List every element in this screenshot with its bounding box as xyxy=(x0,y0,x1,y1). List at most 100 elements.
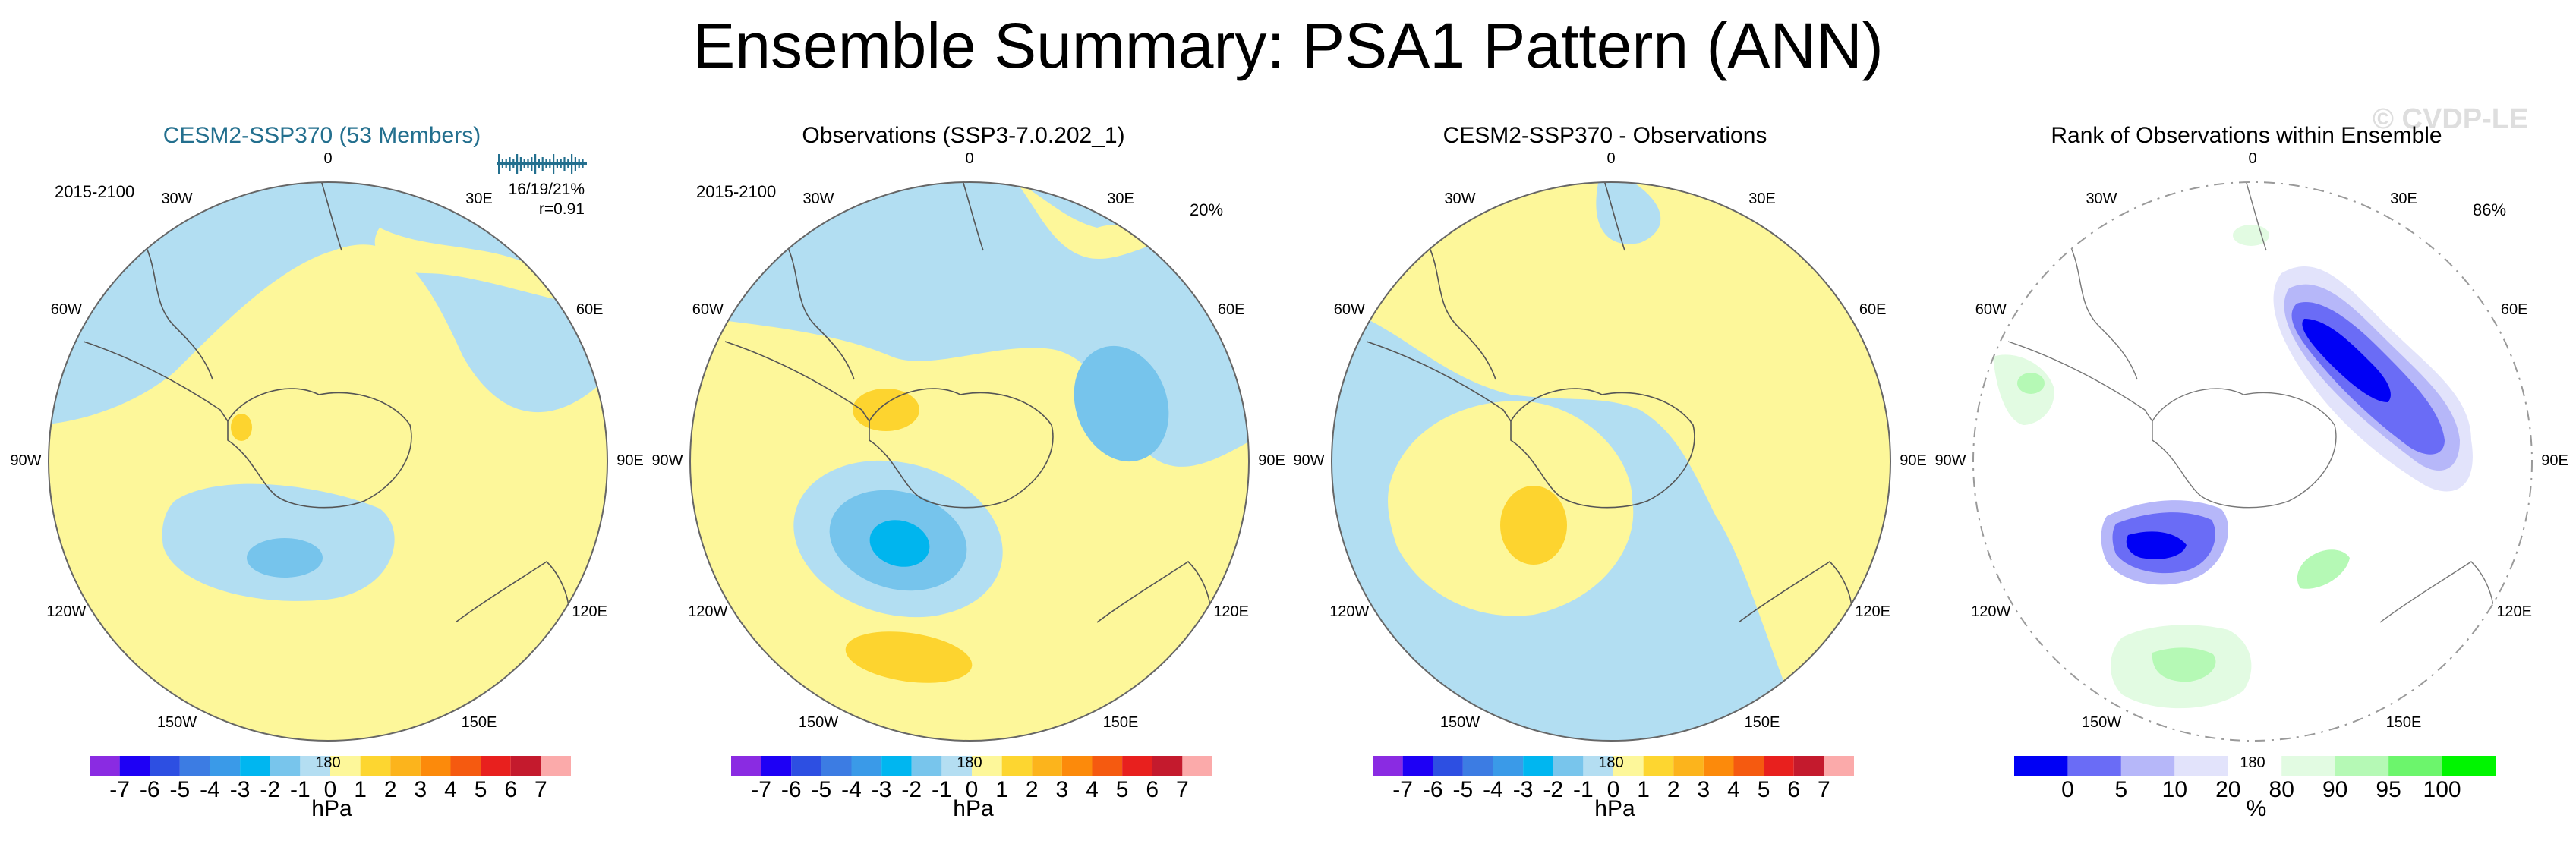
south-america-coast xyxy=(785,242,855,380)
strip-member-tick xyxy=(519,157,522,171)
lon-label-150e: 150E xyxy=(2385,713,2422,731)
strip-member-tick xyxy=(509,157,511,171)
colorbar-tick-label: 0 xyxy=(1606,777,1620,802)
colorbar-tick-label: 5 xyxy=(1757,777,1770,802)
rank-low-west-core xyxy=(2126,531,2187,559)
colorbar-box-3 xyxy=(1462,756,1493,776)
colorbar-box-1 xyxy=(1402,756,1433,776)
colorbar-cesm2 xyxy=(90,756,571,776)
colorbar-tick-label: -3 xyxy=(871,777,892,802)
lon-label-0: 0 xyxy=(965,150,974,167)
field-background xyxy=(1973,182,2532,741)
colorbar-tick-label: 0 xyxy=(965,777,979,802)
colorbar-box-0 xyxy=(1373,756,1403,776)
colorbar-box-10 xyxy=(1673,756,1704,776)
coastlines xyxy=(724,182,1212,653)
stats-line-1: 16/19/21% xyxy=(508,181,585,198)
africa-coast xyxy=(2243,182,2267,251)
colorbar-box-12 xyxy=(450,756,481,776)
lon-label-120e: 120E xyxy=(2496,603,2533,620)
colorbar-box-0 xyxy=(90,756,120,776)
panel-observations: Observations (SSP3-7.0.202_1) 2015-2100 … xyxy=(642,0,1285,847)
contour-positive-cap xyxy=(374,228,577,304)
colorbar-tick-label: 10 xyxy=(2161,777,2188,802)
colorbar-box-6 xyxy=(1553,756,1584,776)
colorbar-tick-label: 80 xyxy=(2269,777,2294,802)
lon-label-150w: 150W xyxy=(1439,713,1480,731)
antarctica-coast xyxy=(2152,388,2337,509)
colorbar-tick-label: -2 xyxy=(901,777,922,802)
colorbar-tick-label: 100 xyxy=(2423,777,2461,802)
strip-member-tick xyxy=(571,154,573,174)
lon-label-150w: 150W xyxy=(156,713,197,731)
colorbar-box-1 xyxy=(119,756,150,776)
colorbar-tick-label: -4 xyxy=(200,777,220,802)
lon-label-30w: 30W xyxy=(2086,190,2117,208)
colorbar-box-5 xyxy=(1523,756,1553,776)
colorbar-unit: hPa xyxy=(953,796,994,821)
lon-label-30w: 30W xyxy=(802,190,834,208)
lon-label-60e: 60E xyxy=(575,301,604,318)
south-america-coast xyxy=(2068,242,2138,380)
percent-label: 86% xyxy=(2473,200,2507,219)
strip-member-tick xyxy=(574,157,576,171)
colorbar-box-15 xyxy=(1824,756,1854,776)
colorbar-tick-label: -6 xyxy=(139,777,160,802)
colorbar-tick-label: -2 xyxy=(260,777,281,802)
lon-label-150e: 150E xyxy=(1102,713,1139,731)
colorbar-tick-label: 3 xyxy=(1697,777,1711,802)
map-frame xyxy=(689,181,1250,742)
colorbar-box-4 xyxy=(210,756,241,776)
colorbar-box-5 xyxy=(2281,756,2335,776)
lon-label-60w: 60W xyxy=(692,301,724,318)
colorbar-unit: hPa xyxy=(1594,796,1635,821)
strip-member-tick xyxy=(523,159,525,168)
panel-title: CESM2-SSP370 - Observations xyxy=(1442,123,1767,148)
lon-label-180: 180 xyxy=(315,754,341,771)
colorbar-box-13 xyxy=(481,756,511,776)
colorbar-box-2 xyxy=(1433,756,1463,776)
colorbar-box-0 xyxy=(2014,756,2068,776)
contour-high-south xyxy=(845,631,973,683)
contour-low-core xyxy=(869,520,930,567)
colorbar-tick-label: 1 xyxy=(995,777,1008,802)
colorbar-tick-label: 2 xyxy=(1025,777,1039,802)
lon-label-0: 0 xyxy=(2248,150,2257,167)
antarctica-coast xyxy=(227,388,412,509)
rank-low-band-core xyxy=(2302,319,2391,402)
colorbar-box-1 xyxy=(2067,756,2121,776)
colorbar-box-10 xyxy=(1032,756,1062,776)
contour-positive-inlet xyxy=(1014,182,1158,259)
colorbar-tick-label: -1 xyxy=(1573,777,1594,802)
stats-line-2: r=0.91 xyxy=(538,200,585,218)
colorbar-tick-label: -4 xyxy=(1483,777,1503,802)
colorbar-tick-label: -3 xyxy=(229,777,251,802)
map-svg-obs xyxy=(689,181,1250,776)
lon-label-90w: 90W xyxy=(651,452,683,469)
colorbar-box-11 xyxy=(420,756,451,776)
panel-title: Observations (SSP3-7.0.202_1) xyxy=(802,123,1125,148)
colorbar-tick-label: -4 xyxy=(841,777,862,802)
colorbar-tick-label: -7 xyxy=(1392,777,1413,802)
lon-label-90w: 90W xyxy=(1934,452,1966,469)
colorbar-box-9 xyxy=(1001,756,1033,776)
panel-title: Rank of Observations within Ensemble xyxy=(2051,123,2442,148)
lon-label-30w: 30W xyxy=(1444,190,1476,208)
colorbar-tick-label: -1 xyxy=(932,777,952,802)
lon-label-120w: 120W xyxy=(46,603,87,620)
lon-label-0: 0 xyxy=(1606,150,1616,167)
strip-member-tick xyxy=(563,157,566,171)
lon-label-60w: 60W xyxy=(1975,301,2007,318)
stats-strip xyxy=(497,154,587,174)
colorbar-tick-label: 0 xyxy=(323,777,337,802)
colorbar-box-7 xyxy=(2388,756,2442,776)
peninsula-coast xyxy=(724,341,870,422)
strip-member-tick xyxy=(516,154,519,174)
strip-member-tick xyxy=(531,157,533,171)
colorbar-tick-label: 6 xyxy=(504,777,518,802)
colorbar-tick-label: 7 xyxy=(1176,777,1189,802)
colorbar-box-0 xyxy=(731,756,761,776)
colorbar-tick-label: 20 xyxy=(2215,777,2241,802)
watermark: © CVDP-LE xyxy=(2373,103,2529,135)
lon-label-90w: 90W xyxy=(10,452,42,469)
